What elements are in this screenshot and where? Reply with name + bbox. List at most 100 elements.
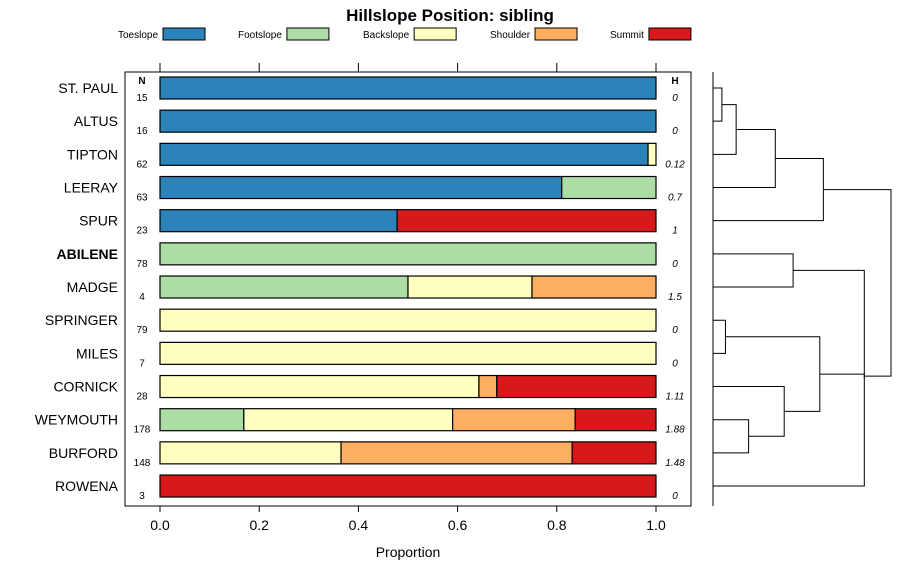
chart-title: Hillslope Position: sibling [346,6,554,25]
bar-segment-toeslope [159,76,657,100]
legend-item-backslope: Backslope [363,27,457,41]
dendrogram-link [713,319,726,354]
n-count: 62 [136,159,148,170]
dendrogram-link [819,373,865,379]
h-value: 0 [672,259,678,270]
n-count: 79 [136,325,148,336]
h-value: 0 [672,491,678,502]
bar-segment-toeslope [159,142,649,166]
bar-segment-footslope [159,408,245,432]
legend-item-shoulder: Shoulder [490,27,578,41]
category-label: SPUR [79,213,118,229]
category-label: WEYMOUTH [35,412,118,428]
dendrogram-link [725,336,821,412]
bar-segment-backslope [159,374,480,399]
row-altus: ALTUS 16 0 [74,109,678,137]
row-cornick: CORNICK 28 1.11 [53,374,684,403]
x-tick-label: 0.6 [448,517,468,533]
category-label: CORNICK [53,379,118,395]
bar-segment-summit [574,408,657,432]
n-count: 4 [139,292,145,303]
legend-item-footslope: Footslope [238,27,330,41]
category-label: ALTUS [74,113,118,129]
bar-segment-backslope [159,341,657,365]
dendrogram-link [713,128,776,189]
h-value: 0.7 [668,193,682,204]
h-value: 1.5 [668,292,682,303]
h-value: 0 [672,358,678,369]
bar-segment-summit [571,441,657,465]
n-count: 63 [136,193,148,204]
plot-frame [124,71,692,507]
bar-segment-backslope [159,441,342,465]
category-label: MADGE [67,279,118,295]
dendrogram-link [713,87,723,122]
category-label: ABILENE [57,246,118,262]
h-value: 0 [672,93,678,104]
bar-segment-backslope [647,142,657,166]
x-axis: 0.0 0.2 0.4 0.6 0.8 1.0 [150,63,666,533]
h-column-header: H [671,76,678,87]
bar-segment-backslope [407,275,533,299]
bar-segment-summit [496,374,657,399]
n-count: 178 [134,425,151,436]
row-madge: MADGE 4 1.5 [67,275,682,303]
n-count: 23 [136,226,148,237]
dendrogram-link [823,189,892,377]
bar-segment-toeslope [159,109,657,133]
h-value: 1.48 [665,458,685,469]
category-label: TIPTON [67,146,118,162]
dendrogram-link [713,419,750,454]
bar-rows: ST. PAUL 15 0 ALTUS 16 0 TIPTON 62 0.12 LEERAY 63 0… [35,76,685,502]
row-tipton: TIPTON 62 0.12 [67,142,685,170]
legend-label: Shoulder [490,30,531,41]
legend-swatch [413,27,457,41]
dendrogram-link [713,104,737,155]
h-value: 1.88 [665,425,685,436]
n-count: 3 [139,491,145,502]
n-count: 148 [134,458,151,469]
x-axis-title: Proportion [376,544,441,560]
bar-segment-footslope [159,275,409,299]
category-label: SPRINGER [45,312,118,328]
row-abilene: ABILENE 78 0 [57,242,678,270]
legend-swatch [648,27,692,41]
bar-segment-backslope [243,408,454,432]
x-tick-label: 1.0 [646,517,666,533]
legend-label: Footslope [238,30,282,41]
bar-segment-shoulder [340,441,573,465]
n-column-header: N [138,76,145,87]
dendrogram-link [713,253,794,288]
legend-swatch [534,27,578,41]
h-value: 0 [672,126,678,137]
row-miles: MILES 7 0 [76,341,678,369]
bar-segment-toeslope [159,175,563,200]
category-label: BURFORD [49,445,118,461]
bar-segment-footslope [561,175,657,200]
category-label: ST. PAUL [58,80,118,96]
row-spur: SPUR 23 1 [79,209,678,237]
bar-segment-toeslope [159,209,398,233]
row-weymouth: WEYMOUTH 178 1.88 [35,408,685,436]
row-leeray: LEERAY 63 0.7 [64,175,682,204]
x-tick-label: 0.4 [349,517,369,533]
category-label: LEERAY [64,180,119,196]
legend-swatch [286,27,330,41]
n-count: 16 [136,126,148,137]
dendrogram [712,72,892,506]
h-value: 0.12 [665,159,685,170]
legend-label: Backslope [363,30,410,41]
x-tick-label: 0.0 [150,517,170,533]
legend: Toeslope Footslope Backslope Shoulder Summit [118,27,692,41]
row-burford: BURFORD 148 1.48 [49,441,685,469]
bar-segment-shoulder [531,275,657,299]
bar-segment-shoulder [452,408,576,432]
row-st-paul: ST. PAUL 15 0 [58,76,678,104]
bar-segment-shoulder [478,374,498,399]
x-tick-label: 0.8 [547,517,567,533]
legend-label: Summit [610,30,644,41]
legend-label: Toeslope [118,30,158,41]
n-count: 78 [136,259,148,270]
legend-item-summit: Summit [610,27,692,41]
